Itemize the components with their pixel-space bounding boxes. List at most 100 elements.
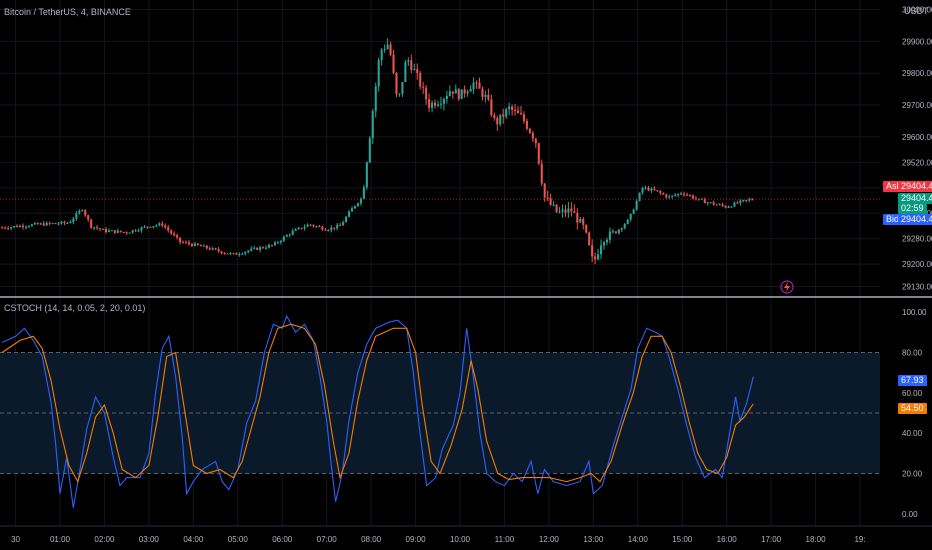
- candle-body: [745, 199, 748, 201]
- stoch-tick-label: 60.00: [902, 389, 923, 398]
- candle-body: [96, 227, 99, 229]
- bid-value-tag: 29404.43: [898, 214, 932, 225]
- countdown-tag: 02:59: [898, 203, 927, 214]
- time-tick-label: 10:00: [450, 535, 471, 544]
- candle-body: [179, 237, 182, 243]
- candle-body: [262, 247, 265, 249]
- candle-body: [605, 239, 609, 243]
- candle-body: [241, 253, 244, 255]
- candle-body: [407, 60, 410, 63]
- candle-body: [588, 232, 591, 246]
- candle-body: [540, 163, 543, 184]
- candle-body: [291, 230, 294, 235]
- stoch-tick-label: 20.00: [902, 470, 923, 479]
- candle-body: [555, 204, 558, 212]
- candle-body: [327, 230, 330, 232]
- candle-body: [90, 219, 93, 228]
- candle-body: [309, 224, 312, 226]
- candle-body: [395, 72, 398, 95]
- candle-body: [336, 225, 339, 229]
- candle-body: [87, 215, 90, 220]
- candle-body: [152, 226, 155, 228]
- time-tick-label: 19:: [854, 535, 865, 544]
- candle-body: [232, 253, 235, 255]
- candle-body: [297, 227, 300, 230]
- candle-body: [193, 243, 196, 246]
- candle-body: [528, 128, 531, 133]
- candle-body: [348, 211, 351, 217]
- candle-body: [671, 195, 674, 197]
- candle-body: [570, 208, 573, 212]
- candle-body: [472, 82, 475, 89]
- candle-body: [614, 231, 617, 234]
- candle-body: [176, 235, 179, 238]
- price-tick-label: 29900.00: [902, 37, 932, 46]
- candle-body: [697, 198, 700, 200]
- candle-body: [573, 211, 576, 213]
- candle-body: [1, 227, 4, 229]
- time-tick-label: 18:00: [806, 535, 827, 544]
- candle-body: [78, 210, 81, 214]
- candle-body: [626, 219, 629, 225]
- time-tick-label: 11:00: [495, 535, 515, 544]
- candle-body: [724, 205, 727, 208]
- last-price-tag: 29404.44: [898, 193, 932, 204]
- candle-body: [487, 94, 490, 100]
- candle-body: [457, 89, 460, 99]
- stoch-tick-label: 100.00: [902, 308, 927, 317]
- candle-body: [600, 245, 603, 255]
- candle-body: [392, 54, 395, 73]
- candle-body: [721, 204, 724, 206]
- lightning-icon-bolt: [784, 282, 790, 292]
- candle-body: [244, 251, 247, 254]
- candle-body: [208, 248, 211, 250]
- candle-body: [736, 202, 739, 204]
- candle-body: [365, 162, 368, 188]
- candle-body: [13, 226, 16, 228]
- candle-body: [202, 245, 205, 247]
- price-tick-label: 29520.00: [902, 158, 932, 167]
- candle-body: [499, 114, 502, 125]
- candle-body: [685, 194, 689, 196]
- candle-body: [134, 230, 137, 232]
- candle-body: [419, 73, 422, 87]
- time-tick-label: 17:00: [761, 535, 782, 544]
- candle-body: [668, 196, 671, 198]
- price-tick-label: 29600.00: [902, 133, 932, 142]
- candle-body: [247, 250, 250, 252]
- candle-body: [442, 99, 445, 104]
- candle-body: [116, 230, 119, 233]
- candle-body: [30, 224, 33, 227]
- candle-body: [131, 230, 134, 233]
- candle-body: [522, 114, 526, 121]
- candle-body: [688, 195, 692, 197]
- candle-body: [72, 218, 75, 223]
- candle-body: [51, 223, 54, 225]
- candle-body: [294, 229, 297, 231]
- time-tick-label: 09:00: [406, 535, 427, 544]
- price-tick-label: 30000.00: [902, 6, 932, 15]
- candle-body: [641, 187, 644, 193]
- candle-body: [398, 93, 401, 95]
- candle-body: [315, 226, 318, 228]
- candle-body: [371, 111, 374, 139]
- candle-body: [122, 231, 125, 233]
- candle-body: [700, 198, 703, 200]
- candle-body: [653, 188, 656, 191]
- candle-body: [217, 249, 220, 252]
- candle-body: [638, 192, 641, 201]
- candle-body: [353, 205, 357, 209]
- candle-body: [413, 69, 416, 71]
- candle-body: [128, 232, 131, 234]
- candle-body: [534, 138, 537, 144]
- candle-body: [10, 227, 13, 229]
- candle-body: [525, 120, 528, 129]
- candle-body: [303, 226, 306, 229]
- candle-body: [270, 245, 274, 247]
- price-tick-label: 29280.00: [902, 235, 932, 244]
- candle-body: [167, 227, 170, 231]
- candle-body: [324, 229, 327, 231]
- time-tick-label: 12:00: [539, 535, 560, 544]
